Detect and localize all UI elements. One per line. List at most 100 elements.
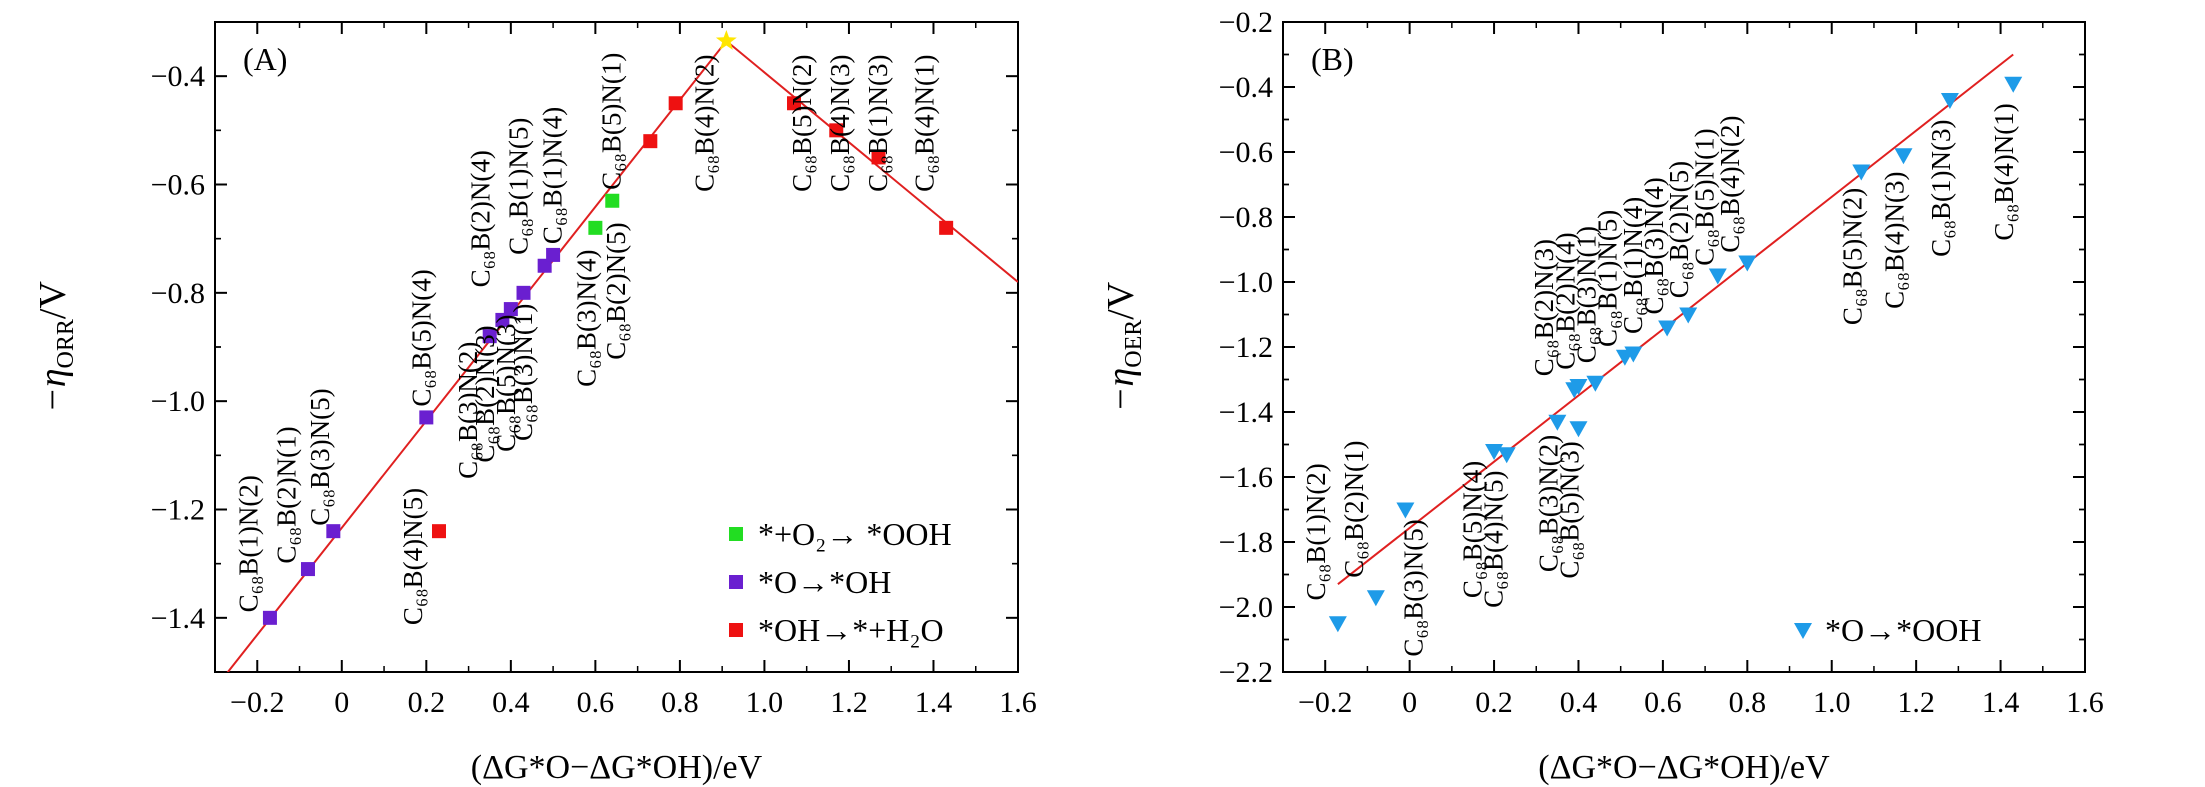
panel-a: −0.2 0 0.2 0.4 0.6 0.8 1.0 1.2 1.4 1.6 −1.4 −1.2 −1.… [32,21,1037,786]
data-point [419,410,434,425]
point-label: C₆₈B(3)N(4) [1639,177,1669,314]
point-label: C₆₈B(5)N(4) [407,269,437,406]
x-tick-label: −0.2 [1298,686,1352,719]
point-label: C₆₈B(2)N(1) [1339,440,1369,577]
point-label: C₆₈B(2)N(4) [466,150,496,287]
data-point [1658,320,1677,337]
x-tick-label: 0.4 [1560,686,1598,719]
data-point [1569,379,1588,395]
x-tick-label: 1.0 [1813,686,1851,719]
data-point [871,150,886,165]
data-point [431,524,446,539]
data-point [516,285,531,300]
point-label: C₆₈B(5)N(2) [1837,188,1867,325]
data-point [1366,590,1385,607]
point-label: C₆₈B(4)N(3) [1879,172,1909,309]
x-tick-label: 0.8 [661,686,699,719]
x-tick-label: 0.4 [492,686,530,719]
point-label: C₆₈B(5)N(3) [1554,441,1584,578]
data-point [787,96,802,111]
y-tick-label: −1.6 [1219,461,1273,494]
y-tick-label: −2.0 [1219,591,1273,624]
point-label: C₆₈B(5)N(1) [1690,128,1720,265]
data-point [1328,616,1347,633]
point-label: C₆₈B(2)N(1) [271,426,301,563]
data-point [537,258,552,273]
data-point [1586,375,1605,392]
point-label: C₆₈B(3)N(2) [1533,435,1563,572]
data-point [326,524,341,539]
point-label: C₆₈B(3)N(1) [1571,226,1601,363]
y-tick-label: −0.8 [151,277,205,310]
data-point [729,623,743,637]
point-label: C₆₈B(4)N(2) [690,55,720,192]
x-tick-label: 1.2 [1897,686,1935,719]
y-tick-label: −1.2 [1219,331,1273,364]
x-tick-label: 1.0 [746,686,784,719]
x-tick-label: 0.6 [1644,686,1682,719]
point-label: C₆₈B(1)N(3) [863,54,893,191]
y-tick-label: −0.8 [1219,201,1273,234]
point-label: C₆₈B(2)N(5) [601,222,631,359]
y-tick-label: −1.8 [1219,526,1273,559]
point-label: C₆₈B(5)N(3) [491,315,521,452]
data-point [643,134,658,149]
point-label: C₆₈B(4)N(1) [909,54,939,191]
data-point [482,329,497,344]
legend-label: *O→*OOH [1825,612,1981,648]
data-point [1569,421,1588,438]
data-point [1396,502,1415,519]
point-label: C₆₈B(3)N(2) [453,342,483,479]
y-tick-label: −0.6 [1219,136,1273,169]
point-label: C₆₈B(3)N(4) [571,250,601,387]
point-label: C₆₈B(2)N(3) [1529,239,1559,376]
y-axis-label-symbol: −η [32,368,74,413]
data-point [1624,346,1643,363]
data-point [1548,414,1567,431]
x-tick-label: 1.2 [830,686,868,719]
point-label: C₆₈B(4)N(5) [398,488,428,625]
data-point [1940,93,1959,109]
point-label: C₆₈B(4)N(3) [825,55,855,192]
data-point [668,96,683,111]
y-tick-label: −1.4 [151,602,205,635]
data-point [729,527,743,541]
x-axis-label: (ΔG*O−ΔG*OH)/eV [1538,749,1830,786]
y-axis-label: −ηOER/V [1100,281,1147,412]
data-point [1894,148,1913,165]
y-tick-label: −0.4 [151,60,205,93]
y-tick-label: −1.0 [151,385,205,418]
series--O-OOH [588,193,620,235]
y-tick-label: −1.4 [1219,396,1273,429]
point-label: C₆₈B(1)N(2) [1301,463,1331,600]
y-tick-label: −0.2 [1219,6,1273,39]
point-label: C₆₈B(2)N(5) [1664,161,1694,298]
point-label: C₆₈B(3)N(5) [1398,519,1428,656]
data-point [503,302,518,317]
point-label: C₆₈B(5)N(4) [1457,461,1487,598]
legend: *O→*OOH [1794,612,1981,648]
panel-label: (B) [1311,41,1354,77]
x-tick-label: 0 [1402,686,1417,719]
y-tick-label: −0.4 [1219,71,1273,104]
legend-label: *O→*OH [758,564,891,600]
series--O-OOH [1328,76,2023,633]
data-point [2004,76,2023,93]
point-label: C₆₈B(4)N(2) [1715,115,1745,252]
y-axis-label-subscript: ORR [53,319,79,368]
legend-label: *+O₂→ *OOH [758,516,952,552]
x-tick-label: 1.4 [915,686,953,719]
point-label: C₆₈B(3)N(1) [508,304,538,441]
x-tick-label: 1.4 [1982,686,2020,719]
y-axis-label-unit: /V [1100,281,1142,320]
x-axis-label: (ΔG*O−ΔG*OH)/eV [471,749,763,786]
apex-star [715,30,737,50]
panel-label: (A) [243,41,287,77]
data-point [495,312,510,327]
data-point [1708,268,1727,285]
data-point [262,610,277,625]
x-tick-label: 0.2 [1475,686,1513,719]
point-label: C₆₈B(1)N(5) [504,118,534,255]
point-label: C₆₈B(1)N(4) [1618,197,1648,334]
